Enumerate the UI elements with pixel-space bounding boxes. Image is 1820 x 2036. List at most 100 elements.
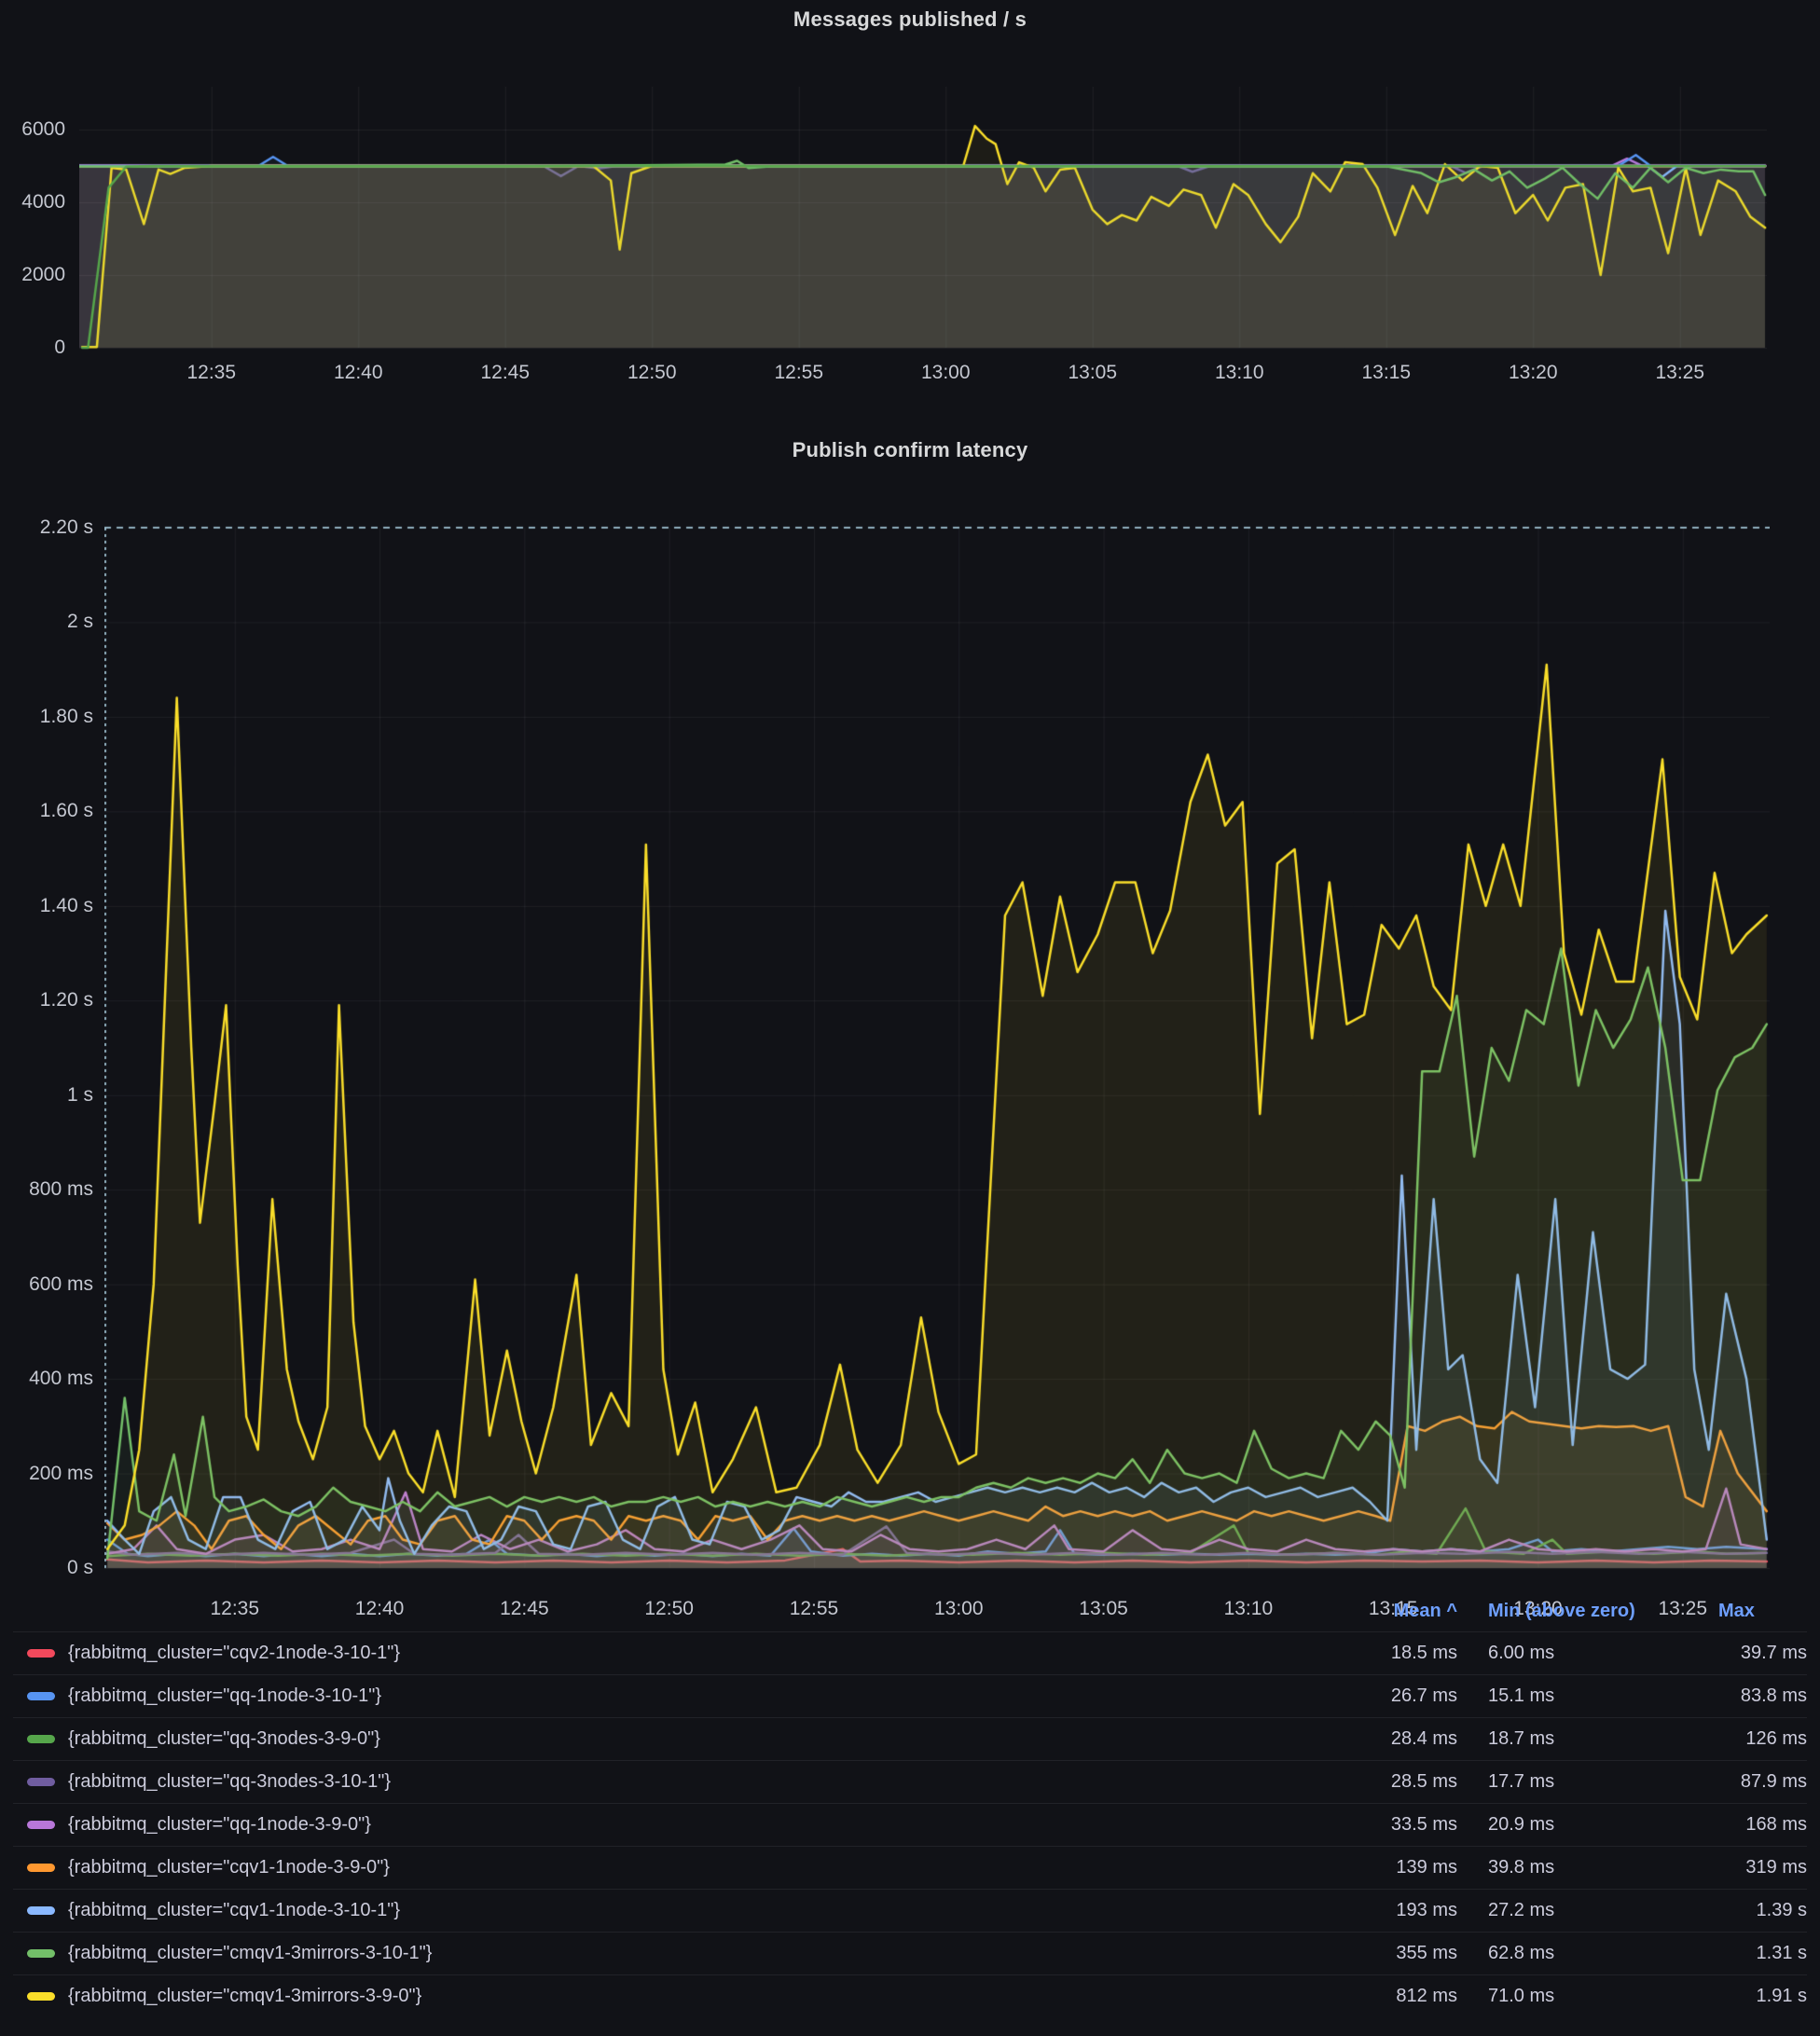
legend-min-value: 6.00 ms (1488, 1643, 1555, 1663)
legend-mean-value: 193 ms (1396, 1900, 1457, 1920)
legend-mean-value: 139 ms (1396, 1857, 1457, 1878)
legend-row[interactable]: {rabbitmq_cluster="qq-1node-3-9-0"} 33.5 … (13, 1803, 1807, 1846)
x-tick-label: 13:25 (1658, 1598, 1708, 1619)
legend-mean-value: 812 ms (1396, 1986, 1457, 2006)
legend-series-swatch (27, 1821, 55, 1829)
legend-max-value: 87.9 ms (1740, 1771, 1807, 1792)
legend-series-label: {rabbitmq_cluster="qq-1node-3-10-1"} (68, 1685, 382, 1706)
x-tick-label: 13:20 (1513, 1598, 1563, 1619)
x-tick-label: 13:20 (1508, 362, 1558, 383)
legend-series-swatch (27, 1778, 55, 1786)
panel-title-publish-confirm-latency[interactable]: Publish confirm latency (792, 438, 1028, 461)
legend-series-label: {rabbitmq_cluster="qq-3nodes-3-9-0"} (68, 1728, 380, 1749)
y-tick-label: 0 (54, 337, 65, 358)
x-tick-label: 13:05 (1068, 362, 1118, 383)
legend-min-value: 17.7 ms (1488, 1771, 1555, 1792)
y-tick-label: 6000 (21, 118, 65, 140)
y-tick-label: 2.20 s (39, 516, 93, 538)
legend-series-swatch (27, 1906, 55, 1915)
legend-series-label: {rabbitmq_cluster="cqv1-1node-3-10-1"} (68, 1900, 401, 1920)
x-tick-label: 12:45 (500, 1598, 549, 1619)
publish-confirm-latency-chart[interactable] (104, 513, 1770, 1583)
legend-series-label: {rabbitmq_cluster="qq-1node-3-9-0"} (68, 1814, 371, 1835)
x-tick-label: 12:50 (644, 1598, 694, 1619)
x-tick-label: 12:50 (627, 362, 677, 383)
legend-max-value: 39.7 ms (1740, 1643, 1807, 1663)
x-tick-label: 12:40 (333, 362, 383, 383)
legend-header-max[interactable]: Max (1718, 1600, 1755, 1621)
y-tick-label: 200 ms (29, 1462, 93, 1484)
legend-series-swatch (27, 1735, 55, 1743)
legend-row[interactable]: {rabbitmq_cluster="cmqv1-3mirrors-3-10-1… (13, 1932, 1807, 1974)
y-tick-label: 2000 (21, 264, 65, 285)
x-tick-label: 13:25 (1655, 362, 1705, 383)
legend-table: Mean ^ Min (above zero) Max {rabbitmq_cl… (13, 1590, 1807, 2017)
legend-mean-value: 28.4 ms (1390, 1728, 1457, 1749)
legend-series-label: {rabbitmq_cluster="cmqv1-3mirrors-3-9-0"… (68, 1986, 422, 2006)
x-tick-label: 12:55 (789, 1598, 839, 1619)
x-tick-label: 13:15 (1368, 1598, 1418, 1619)
legend-header-row: Mean ^ Min (above zero) Max (13, 1590, 1807, 1631)
legend-series-label: {rabbitmq_cluster="cmqv1-3mirrors-3-10-1… (68, 1943, 433, 1963)
x-tick-label: 12:35 (210, 1598, 260, 1619)
legend-min-value: 39.8 ms (1488, 1857, 1555, 1878)
legend-row[interactable]: {rabbitmq_cluster="qq-1node-3-10-1"} 26.7… (13, 1674, 1807, 1717)
x-tick-label: 13:10 (1214, 362, 1264, 383)
y-tick-label: 4000 (21, 191, 65, 213)
legend-max-value: 168 ms (1745, 1814, 1807, 1835)
x-tick-label: 13:15 (1361, 362, 1412, 383)
y-tick-label: 1.40 s (39, 894, 93, 916)
legend-min-value: 27.2 ms (1488, 1900, 1555, 1920)
legend-series-label: {rabbitmq_cluster="qq-3nodes-3-10-1"} (68, 1771, 392, 1792)
x-tick-label: 13:00 (920, 362, 971, 383)
legend-mean-value: 28.5 ms (1390, 1771, 1457, 1792)
y-tick-label: 0 s (66, 1557, 93, 1578)
legend-max-value: 1.39 s (1756, 1900, 1807, 1920)
legend-series-swatch (27, 1649, 55, 1658)
x-tick-label: 12:45 (480, 362, 531, 383)
legend-row[interactable]: {rabbitmq_cluster="cmqv1-3mirrors-3-9-0"… (13, 1974, 1807, 2017)
y-tick-label: 1.80 s (39, 705, 93, 727)
legend-max-value: 83.8 ms (1740, 1685, 1807, 1706)
legend-series-swatch (27, 1949, 55, 1958)
legend-min-value: 62.8 ms (1488, 1943, 1555, 1963)
messages-published-chart[interactable] (79, 87, 1767, 359)
legend-row[interactable]: {rabbitmq_cluster="cqv1-1node-3-10-1"} 19… (13, 1889, 1807, 1932)
legend-row[interactable]: {rabbitmq_cluster="qq-3nodes-3-9-0"} 28.4… (13, 1717, 1807, 1760)
x-tick-label: 13:05 (1079, 1598, 1128, 1619)
x-tick-label: 12:40 (354, 1598, 405, 1619)
y-tick-label: 2 s (66, 611, 93, 633)
y-tick-label: 1.20 s (39, 989, 93, 1011)
legend-min-value: 18.7 ms (1488, 1728, 1555, 1749)
legend-mean-value: 33.5 ms (1390, 1814, 1457, 1835)
x-tick-label: 13:00 (933, 1598, 984, 1619)
legend-header-min[interactable]: Min (above zero) (1488, 1600, 1635, 1621)
x-tick-label: 12:35 (186, 362, 237, 383)
legend-max-value: 1.31 s (1756, 1943, 1807, 1963)
y-tick-label: 600 ms (29, 1272, 93, 1295)
legend-row[interactable]: {rabbitmq_cluster="cqv1-1node-3-9-0"} 139… (13, 1846, 1807, 1889)
legend-series-label: {rabbitmq_cluster="cqv1-1node-3-9-0"} (68, 1857, 390, 1878)
legend-series-label: {rabbitmq_cluster="cqv2-1node-3-10-1"} (68, 1643, 401, 1663)
legend-row[interactable]: {rabbitmq_cluster="cqv2-1node-3-10-1"} 18… (13, 1631, 1807, 1674)
y-tick-label: 400 ms (29, 1368, 93, 1390)
y-tick-label: 1.60 s (39, 800, 93, 822)
legend-min-value: 71.0 ms (1488, 1986, 1555, 2006)
legend-series-swatch (27, 1864, 55, 1872)
legend-mean-value: 355 ms (1396, 1943, 1457, 1963)
legend-max-value: 319 ms (1745, 1857, 1807, 1878)
legend-header-mean[interactable]: Mean ^ (1393, 1600, 1457, 1621)
legend-series-swatch (27, 1692, 55, 1700)
legend-row[interactable]: {rabbitmq_cluster="qq-3nodes-3-10-1"} 28.… (13, 1760, 1807, 1803)
panel-title-messages-published[interactable]: Messages published / s (793, 7, 1027, 31)
legend-mean-value: 18.5 ms (1390, 1643, 1457, 1663)
legend-max-value: 1.91 s (1756, 1986, 1807, 2006)
x-tick-label: 13:10 (1223, 1598, 1274, 1619)
x-tick-label: 12:55 (774, 362, 824, 383)
legend-min-value: 15.1 ms (1488, 1685, 1555, 1706)
legend-mean-value: 26.7 ms (1390, 1685, 1457, 1706)
legend-max-value: 126 ms (1745, 1728, 1807, 1749)
legend-min-value: 20.9 ms (1488, 1814, 1555, 1835)
y-tick-label: 1 s (66, 1083, 93, 1106)
